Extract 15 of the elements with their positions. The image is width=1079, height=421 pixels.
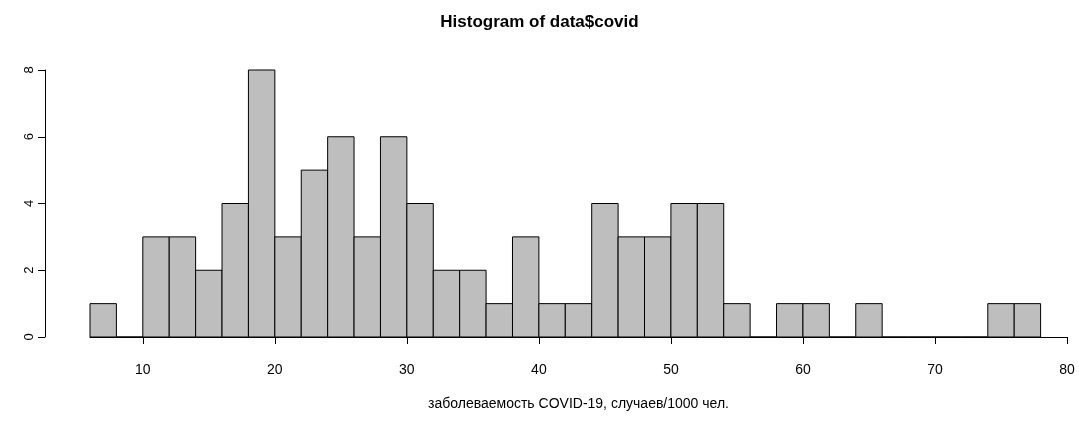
x-tick-label: 70 [927, 361, 943, 377]
x-tick-label: 10 [135, 361, 151, 377]
x-tick-label: 30 [399, 361, 415, 377]
x-tick-label: 80 [1059, 361, 1075, 377]
chart-title: Histogram of data$covid [440, 12, 639, 31]
y-tick-label: 2 [21, 266, 36, 274]
x-tick-label: 20 [267, 361, 283, 377]
y-tick-label: 4 [21, 199, 36, 208]
y-tick-label: 6 [21, 133, 36, 141]
x-tick-label: 40 [531, 361, 547, 377]
x-tick-label: 60 [795, 361, 811, 377]
y-tick-label: 0 [21, 333, 36, 341]
x-axis-title: заболеваемость COVID-19, случаев/1000 чел. [428, 395, 729, 411]
y-tick-label: 8 [21, 66, 36, 74]
x-tick-label: 50 [663, 361, 679, 377]
